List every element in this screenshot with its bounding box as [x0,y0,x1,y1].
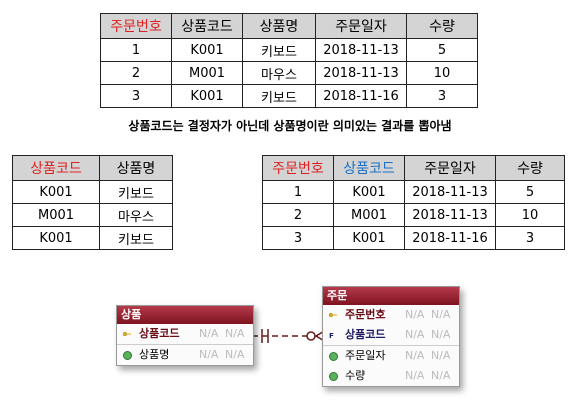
table-cell: 10 [495,203,565,227]
entity-attribute-fk: F 상품코드 N/A N/A [323,325,459,346]
table-cell: 5 [406,38,478,62]
caption: 상품코드는 결정자가 아닌데 상품명이란 의미있는 결과를 뽑아냄 [128,119,452,133]
table-cell: 2018-11-16 [315,84,407,108]
table-cell: K001 [333,180,405,204]
orders-table: 주문번호 상품코드 상품명 주문일자 수량 1 K001 키보드 2018-11… [100,13,478,108]
table-row: K001 키보드 [12,180,173,204]
orders-table-header: 주문번호 상품코드 상품명 주문일자 수량 [100,13,478,39]
table-cell: 3 [406,84,478,108]
attribute-na: N/A [405,369,425,382]
entity-attribute: 상품명 N/A N/A [117,345,253,365]
header-cell: 주문번호 [262,155,334,181]
table-cell: 2018-11-16 [404,226,496,250]
attribute-na: N/A [225,348,245,361]
table-row: K001 키보드 [12,226,173,250]
header-cell: 주문번호 [100,13,172,39]
table-cell: 키보드 [99,226,173,250]
attribute-name: 수량 [345,369,366,382]
attribute-na: N/A [431,369,451,382]
attribute-dot-icon [329,372,338,381]
table-cell: 키보드 [99,180,173,204]
attribute-na: N/A [405,328,425,341]
attribute-name: 주문번호 [345,308,386,321]
table-cell: K001 [171,84,243,108]
table-cell: 3 [262,226,334,250]
key-icon [329,313,337,317]
header-cell: 수량 [406,13,478,39]
product-table-header: 상품코드 상품명 [12,155,173,181]
entity-title: 상품 [117,306,253,324]
table-row: 1 K001 2018-11-13 5 [262,180,565,204]
attribute-name: 상품코드 [139,327,180,340]
attribute-na: N/A [405,349,425,362]
entity-attribute: 수량 N/A N/A [323,366,459,386]
attribute-na: N/A [431,308,451,321]
table-cell: 10 [406,61,478,85]
attribute-na: N/A [431,328,451,341]
order-table: 주문번호 상품코드 주문일자 수량 1 K001 2018-11-13 5 2 … [262,155,565,250]
table-row: 2 M001 마우스 2018-11-13 10 [100,61,478,85]
order-entity[interactable]: 주문 주문번호 N/A N/A F 상품코드 N/A N/A 주문일자 N/A … [322,286,460,387]
attribute-name: 주문일자 [345,349,386,362]
table-cell: K001 [333,226,405,250]
key-icon [123,332,131,336]
attribute-na: N/A [405,308,425,321]
svg-text:F: F [329,331,334,339]
attribute-dot-icon [329,352,338,361]
attribute-na: N/A [431,349,451,362]
product-table: 상품코드 상품명 K001 키보드 M001 마우스 K001 키보드 [12,155,173,250]
attribute-na: N/A [199,348,219,361]
attribute-name: 상품코드 [345,328,386,341]
entity-attribute: 주문일자 N/A N/A [323,346,459,366]
header-cell: 상품명 [99,155,173,181]
entity-attribute-pk: 주문번호 N/A N/A [323,305,459,325]
table-cell: 마우스 [99,203,173,227]
entity-title: 주문 [323,287,459,305]
attribute-na: N/A [199,327,219,340]
table-cell: 키보드 [242,84,316,108]
attribute-na: N/A [225,327,245,340]
attribute-dot-icon [123,351,132,360]
table-cell: K001 [12,226,100,250]
table-row: 3 K001 키보드 2018-11-16 3 [100,84,478,108]
table-cell: 2018-11-13 [404,180,496,204]
table-cell: 2018-11-13 [315,38,407,62]
table-row: 3 K001 2018-11-16 3 [262,226,565,250]
table-cell: 2018-11-13 [404,203,496,227]
entity-attribute-pk: 상품코드 N/A N/A [117,324,253,345]
table-row: M001 마우스 [12,203,173,227]
table-cell: 3 [100,84,172,108]
foreign-key-icon: F [329,331,334,339]
table-cell: 3 [495,226,565,250]
table-cell: 키보드 [242,38,316,62]
product-entity[interactable]: 상품 상품코드 N/A N/A 상품명 N/A N/A [116,305,254,366]
header-cell: 주문일자 [404,155,496,181]
attribute-name: 상품명 [139,348,170,361]
